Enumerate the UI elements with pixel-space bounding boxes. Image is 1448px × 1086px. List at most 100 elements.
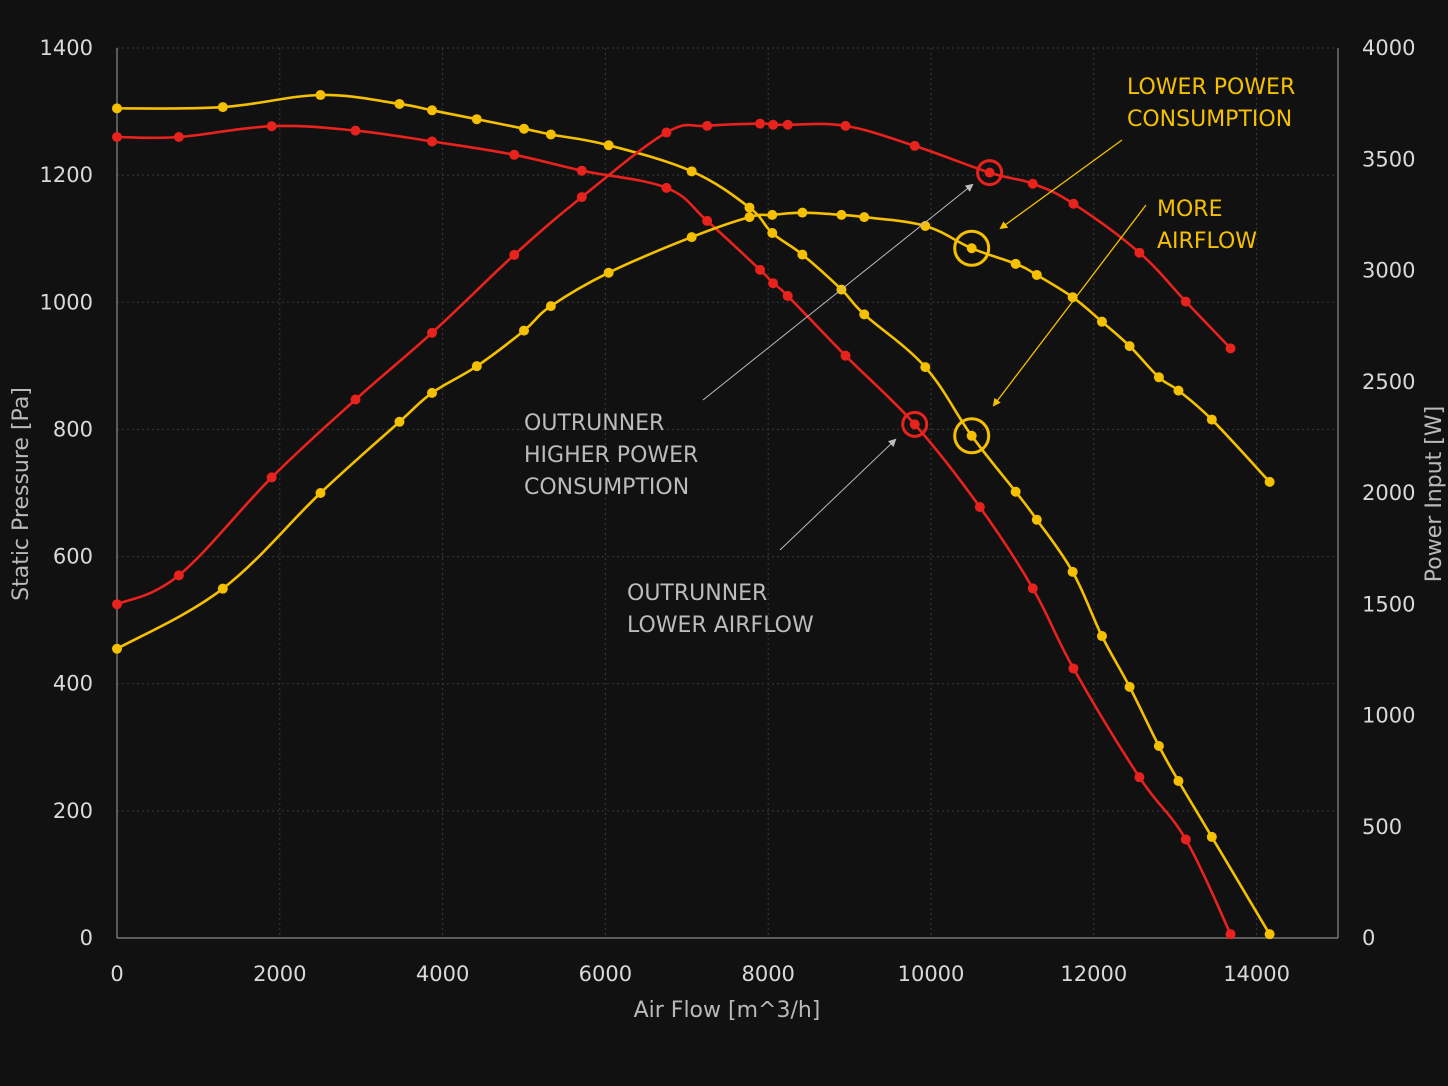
data-point — [266, 472, 277, 483]
tick-labels: 0 2000 4000 6000 8000 10000 12000 1400002004006… — [40, 36, 1416, 986]
left-tick-label: 1200 — [40, 163, 93, 187]
x-tick-label: 8000 — [741, 962, 794, 986]
data-point — [1264, 929, 1275, 940]
series-power-3 — [112, 207, 1275, 654]
grid — [117, 47, 1338, 938]
x-tick-label: 10000 — [898, 962, 965, 986]
data-point — [768, 119, 779, 130]
x-tick-label: 0 — [110, 962, 123, 986]
data-point — [603, 267, 614, 278]
data-point — [1010, 486, 1021, 497]
data-point — [755, 264, 766, 275]
data-point — [112, 132, 122, 142]
data-point — [1225, 343, 1236, 354]
left-tick-label: 800 — [53, 417, 93, 441]
left-tick-label: 1400 — [40, 36, 93, 60]
data-point — [1096, 631, 1107, 642]
data-point — [1124, 341, 1135, 352]
data-point — [859, 212, 870, 223]
data-point — [173, 570, 184, 581]
data-point — [173, 132, 184, 142]
data-point — [1067, 292, 1078, 303]
data-point — [1153, 741, 1164, 752]
data-point — [1264, 476, 1275, 487]
data-point — [1027, 583, 1038, 594]
x-tick-label: 4000 — [416, 962, 469, 986]
data-point — [661, 182, 672, 193]
data-point — [471, 114, 482, 125]
data-point — [112, 599, 122, 610]
x-tick-label: 14000 — [1223, 962, 1290, 986]
data-point — [112, 103, 122, 114]
data-point — [576, 192, 587, 203]
data-point — [1068, 663, 1079, 674]
highlight-ring — [976, 159, 1004, 187]
data-point — [1010, 258, 1021, 269]
data-point — [1067, 566, 1078, 577]
left-tick-label: 200 — [53, 799, 93, 823]
x-tick-label: 12000 — [1060, 962, 1127, 986]
data-point — [545, 129, 556, 140]
data-point — [966, 243, 977, 254]
data-point — [471, 361, 482, 372]
data-point — [1180, 296, 1191, 307]
left-tick-label: 400 — [53, 672, 93, 696]
data-point — [686, 232, 697, 243]
data-point — [1206, 414, 1217, 425]
data-point — [427, 327, 438, 338]
data-point — [686, 166, 697, 177]
annotation-line: HIGHER POWER — [524, 443, 698, 468]
data-point — [661, 127, 672, 138]
data-point — [315, 90, 326, 101]
data-point — [1096, 316, 1107, 327]
data-point — [509, 149, 520, 160]
data-point — [1173, 775, 1184, 786]
data-point — [576, 165, 587, 176]
annotation-line: OUTRUNNER — [627, 581, 767, 606]
lower-airflow-arrow — [779, 438, 897, 551]
right-axis-title: Power Input [W] — [1422, 406, 1447, 582]
data-point — [920, 221, 931, 231]
data-point — [909, 419, 920, 430]
left-tick-label: 0 — [80, 926, 93, 950]
annotation-line: CONSUMPTION — [524, 475, 689, 500]
data-point — [427, 136, 438, 147]
more-airflow-arrow — [992, 204, 1147, 407]
highlight-ring — [901, 410, 929, 438]
higher-power-arrow — [702, 183, 974, 401]
data-point — [782, 290, 793, 301]
annotation-lower-power: LOWER POWER CONSUMPTION — [1127, 75, 1302, 132]
highlight-ring — [953, 229, 991, 267]
x-axis-title: Air Flow [m^3/h] — [634, 998, 821, 1023]
data-point — [840, 120, 851, 131]
right-tick-label: 4000 — [1362, 36, 1415, 60]
data-point — [509, 249, 520, 260]
left-tick-label: 1000 — [40, 290, 93, 314]
series-pressure-0 — [112, 121, 1236, 940]
data-point — [519, 123, 529, 134]
right-tick-label: 2500 — [1362, 370, 1415, 394]
data-point — [1206, 831, 1217, 842]
data-point — [702, 215, 713, 226]
data-point — [797, 207, 808, 218]
data-point — [974, 501, 985, 512]
lower-power-arrow — [999, 139, 1123, 230]
series — [112, 90, 1275, 940]
data-point — [350, 125, 361, 136]
data-point — [315, 488, 326, 498]
left-axis-title: Static Pressure [Pa] — [9, 387, 34, 601]
highlight-ring — [953, 417, 991, 455]
data-point — [768, 278, 779, 289]
annotation-line: LOWER AIRFLOW — [627, 613, 814, 638]
data-point — [782, 119, 793, 130]
data-point — [1027, 178, 1038, 189]
data-point — [1180, 834, 1191, 845]
data-point — [1031, 269, 1042, 280]
right-tick-label: 0 — [1362, 926, 1375, 950]
series-power-2 — [112, 118, 1236, 610]
data-point — [767, 227, 778, 238]
annotation-lower-airflow: OUTRUNNER LOWER AIRFLOW — [627, 581, 814, 638]
data-point — [603, 140, 614, 151]
data-point — [984, 167, 995, 178]
